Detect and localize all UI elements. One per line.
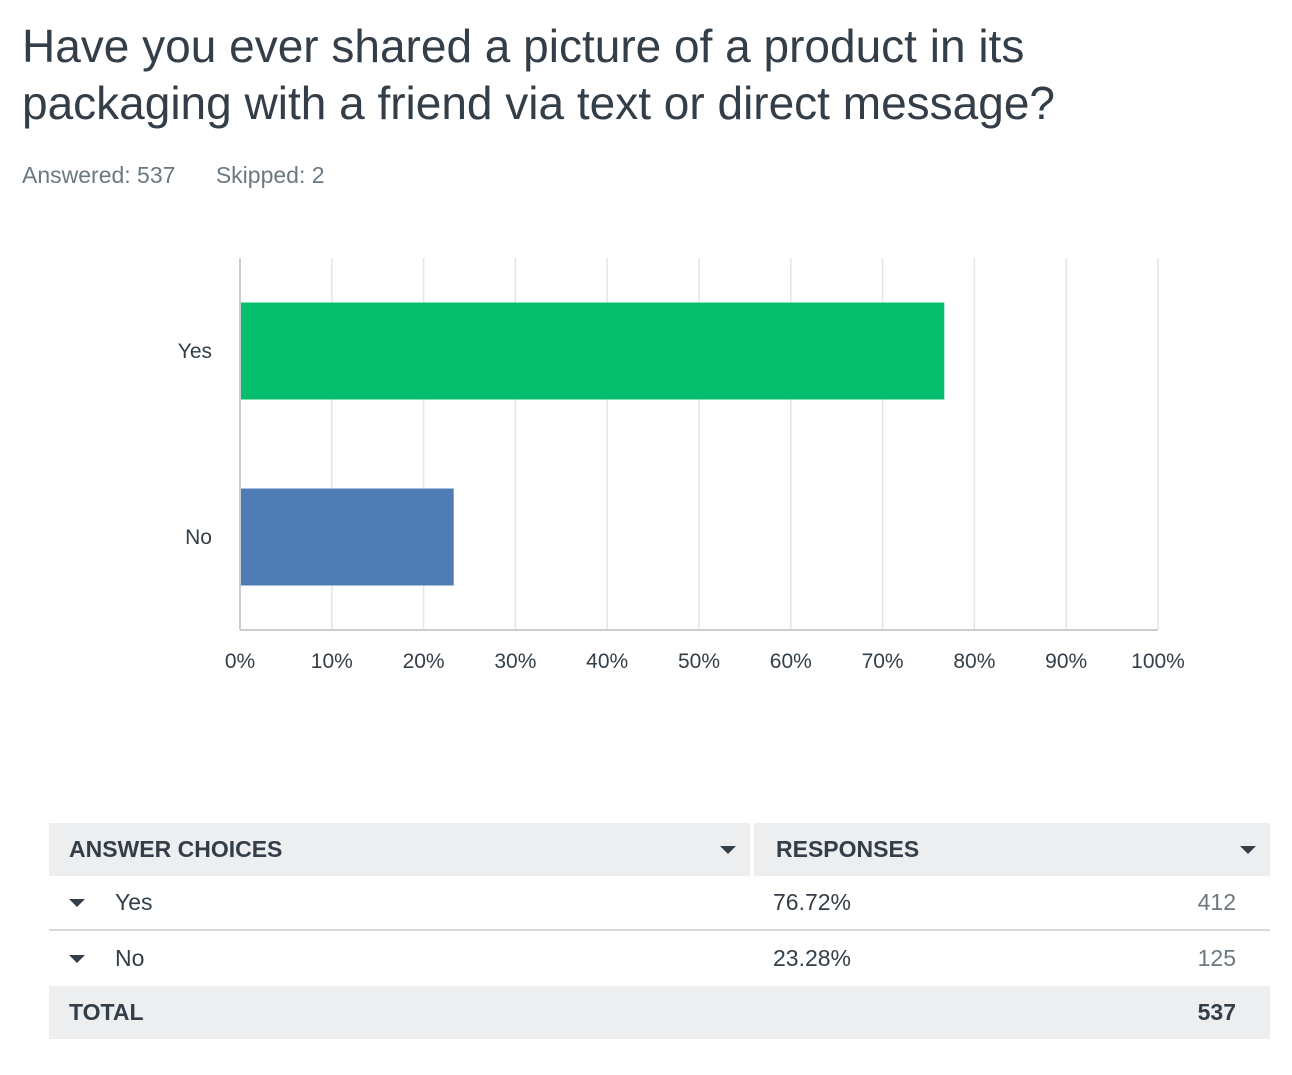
answered-count: Answered: 537 (22, 162, 176, 188)
x-tick-label: 60% (770, 650, 812, 673)
bar-no (241, 488, 454, 586)
answer-choice-cell: Yes (49, 889, 754, 916)
answer-table: ANSWER CHOICES RESPONSES Yes 76.72% 412 … (49, 823, 1270, 1039)
total-value: 537 (1197, 999, 1236, 1025)
expand-caret-icon[interactable] (69, 898, 85, 907)
bar-yes (241, 302, 945, 400)
skipped-count: Skipped: 2 (215, 162, 325, 188)
answer-choices-header[interactable]: ANSWER CHOICES (49, 823, 750, 876)
response-percent: 23.28% (773, 945, 852, 971)
x-tick-label: 80% (953, 650, 995, 673)
header-divider (750, 823, 754, 876)
question-title-line-2: packaging with a friend via text or dire… (22, 77, 1055, 129)
response-stats: Answered: 537 Skipped: 2 (22, 162, 359, 189)
category-label: Yes (178, 340, 212, 363)
x-tick-label: 100% (1131, 650, 1185, 673)
table-total-row: TOTAL 537 (49, 986, 1270, 1039)
table-row: Yes 76.72% 412 (49, 876, 1270, 931)
question-title: Have you ever shared a picture of a prod… (22, 18, 1262, 132)
total-label: TOTAL (69, 999, 144, 1025)
table-row: No 23.28% 125 (49, 931, 1270, 986)
response-count: 412 (1197, 889, 1236, 915)
expand-caret-icon[interactable] (69, 954, 85, 963)
x-tick-label: 70% (862, 650, 904, 673)
x-tick-label: 40% (586, 650, 628, 673)
responses-header[interactable]: RESPONSES (754, 823, 1270, 876)
response-count: 125 (1197, 945, 1236, 971)
table-header: ANSWER CHOICES RESPONSES (49, 823, 1270, 876)
answer-choice-label: No (115, 945, 145, 971)
question-title-line-1: Have you ever shared a picture of a prod… (22, 20, 1025, 72)
responses-header-label: RESPONSES (776, 836, 920, 862)
bar-chart: 0% 10% 20% 30% 40% 50% 60% 70% 80% 90% 100% Yes No (178, 258, 1185, 673)
x-tick-label: 30% (494, 650, 536, 673)
answer-choices-header-label: ANSWER CHOICES (69, 836, 283, 862)
response-percent: 76.72% (773, 889, 852, 915)
x-tick-label: 20% (403, 650, 445, 673)
answer-choice-cell: No (49, 945, 754, 972)
x-tick-label: 50% (678, 650, 720, 673)
category-label: No (185, 526, 212, 549)
x-tick-label: 90% (1045, 650, 1087, 673)
x-tick-label: 10% (311, 650, 353, 673)
x-tick-label: 0% (225, 650, 255, 673)
sort-caret-icon[interactable] (1240, 845, 1256, 854)
sort-caret-icon[interactable] (720, 845, 736, 854)
answer-choice-label: Yes (115, 889, 153, 915)
